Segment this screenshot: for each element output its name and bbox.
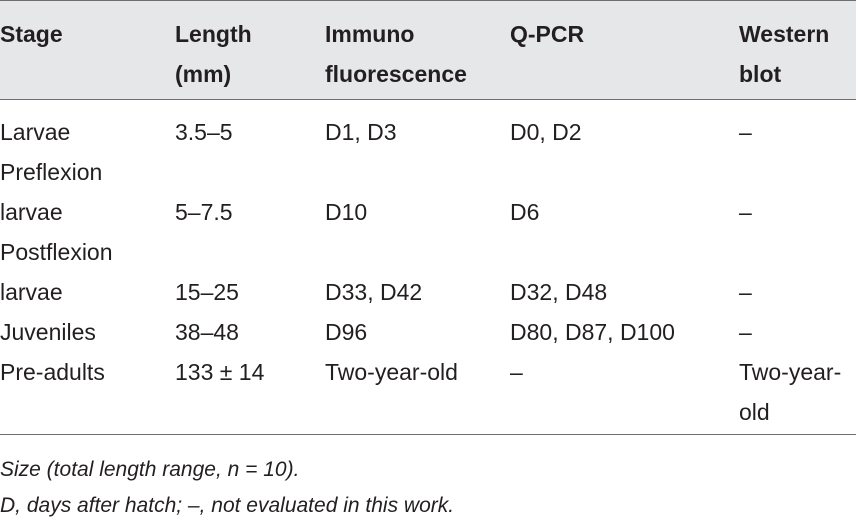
cell-immunofluorescence: D33, D42 xyxy=(325,279,423,305)
table-row: Juveniles 38–48 D96 D80, D87, D100 – xyxy=(0,312,856,352)
cell-length: 5–7.5 xyxy=(175,199,233,225)
cell-qpcr: D32, D48 xyxy=(510,279,608,305)
cell-western-blot: – xyxy=(739,319,752,345)
table-row: larvae 15–25 D33, D42 D32, D48 – xyxy=(0,272,856,312)
table-row: larvae Postflexion 5–7.5 D10 D6 – xyxy=(0,192,856,272)
cell-stage: larvae xyxy=(0,279,63,305)
header-row: Stage Length (mm) Immuno fluorescence Q-PC… xyxy=(0,1,856,100)
table-body: Larvae Preflexion 3.5–5 D1, D3 D0, D2 – l… xyxy=(0,100,856,435)
cell-western-blot: – xyxy=(739,279,752,305)
table-footnotes: Size (total length range, n = 10). D, da… xyxy=(0,452,856,524)
cell-qpcr: D6 xyxy=(510,199,540,225)
header-western-blot: Western blot xyxy=(739,1,856,100)
header-qpcr: Q-PCR xyxy=(510,1,739,100)
header-stage: Stage xyxy=(0,1,175,100)
cell-immunofluorescence: Two-year-old xyxy=(325,352,510,435)
footnote-size: Size (total length range, n = 10). xyxy=(0,458,300,481)
cell-length: 133 ± 14 xyxy=(175,352,325,435)
cell-qpcr: D80, D87, D100 xyxy=(510,319,675,345)
cell-length: 3.5–5 xyxy=(175,119,233,145)
cell-western-blot: Two-year-old xyxy=(739,352,856,435)
header-length: Length (mm) xyxy=(175,1,325,100)
cell-length: 38–48 xyxy=(175,319,239,345)
cell-immunofluorescence: D1, D3 xyxy=(325,119,397,145)
table-header: Stage Length (mm) Immuno fluorescence Q-PC… xyxy=(0,0,856,100)
cell-western-blot: – xyxy=(739,119,752,145)
cell-qpcr: – xyxy=(510,352,739,435)
cell-stage: Larvae Preflexion xyxy=(0,119,103,185)
cell-stage: Pre-adults xyxy=(0,352,175,435)
cell-immunofluorescence: D10 xyxy=(325,199,368,225)
cell-immunofluorescence: D96 xyxy=(325,319,368,345)
table-row: Pre-adults 133 ± 14 Two-year-old – Two-y… xyxy=(0,352,856,435)
data-table: Stage Length (mm) Immuno fluorescence Q-PC… xyxy=(0,0,856,435)
header-immunofluorescence: Immuno fluorescence xyxy=(325,1,510,100)
data-table-container: Stage Length (mm) Immuno fluorescence Q-PC… xyxy=(0,0,856,435)
cell-length: 15–25 xyxy=(175,279,239,305)
cell-western-blot: – xyxy=(739,199,752,225)
table-row: Larvae Preflexion 3.5–5 D1, D3 D0, D2 – xyxy=(0,100,856,193)
footnote-abbreviations: D, days after hatch; –, not evaluated in… xyxy=(0,494,455,517)
cell-qpcr: D0, D2 xyxy=(510,119,582,145)
cell-stage: larvae Postflexion xyxy=(0,199,113,265)
cell-stage: Juveniles xyxy=(0,319,96,345)
